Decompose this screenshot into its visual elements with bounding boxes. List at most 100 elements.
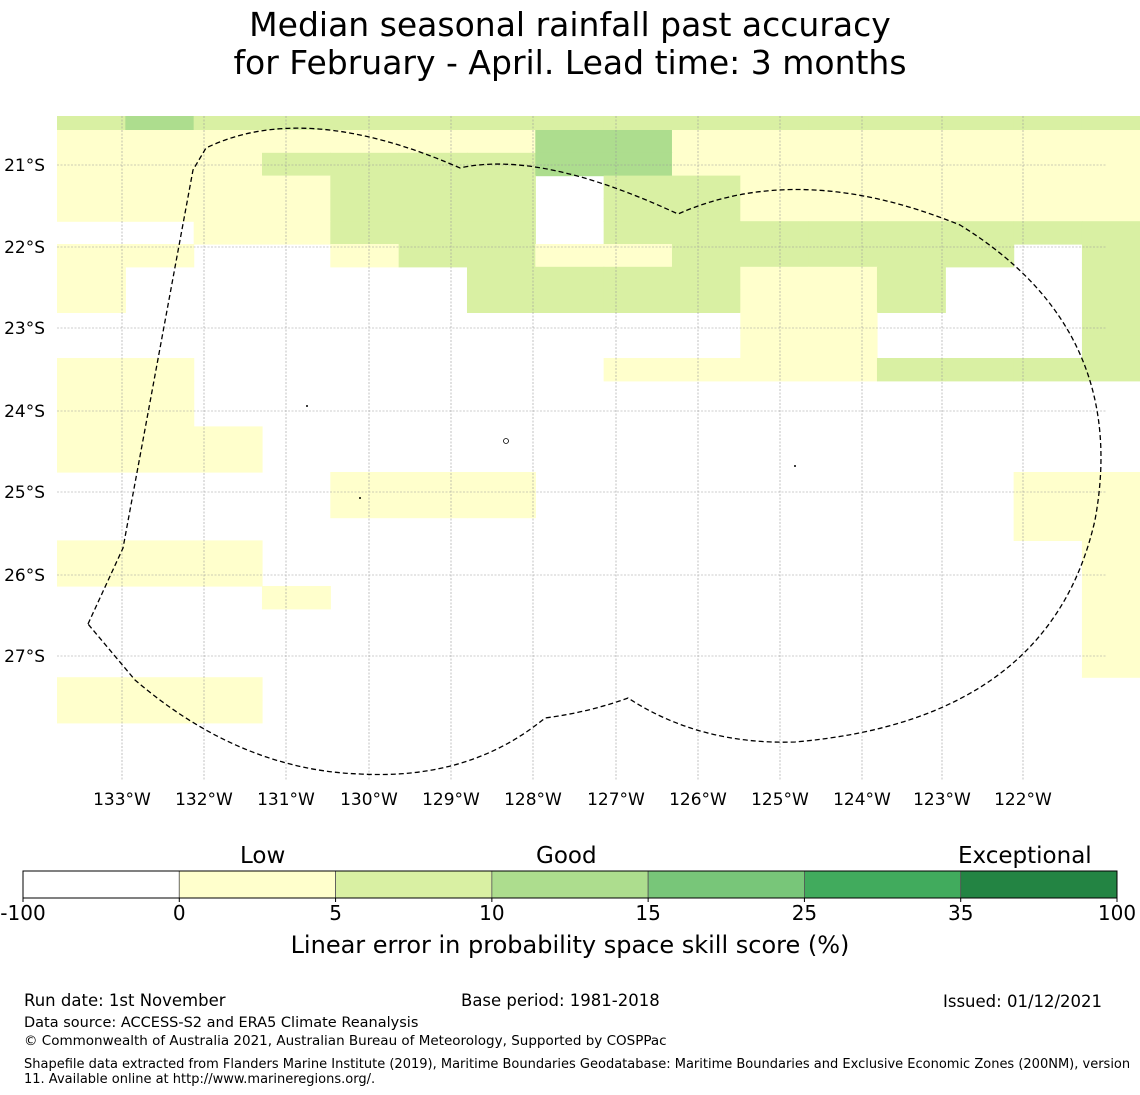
colorbar-bin	[22, 870, 180, 899]
skill-cell	[261, 116, 331, 131]
skill-cell	[1081, 130, 1140, 154]
skill-cell	[1081, 540, 1140, 564]
skill-cell	[466, 130, 536, 154]
skill-cell	[466, 198, 536, 222]
skill-cell	[671, 152, 741, 177]
skill-cell	[398, 175, 468, 199]
skill-cell	[876, 221, 946, 245]
skill-cell	[330, 244, 400, 268]
skill-cell	[535, 266, 605, 291]
skill-cell	[1081, 289, 1140, 313]
skill-cell	[808, 175, 878, 199]
skill-cell	[945, 130, 1015, 154]
skill-cell	[466, 266, 536, 291]
skill-cell	[740, 358, 810, 382]
data-source: Data source: ACCESS-S2 and ERA5 Climate …	[24, 1015, 419, 1031]
skill-cell	[945, 198, 1015, 222]
skill-cell	[57, 198, 126, 222]
skill-cell	[466, 244, 536, 268]
skill-cell	[1013, 221, 1083, 245]
skill-cell	[603, 358, 673, 382]
skill-cell	[1081, 654, 1140, 678]
skill-cell	[330, 221, 400, 245]
skill-cell	[1081, 175, 1140, 199]
skill-cell	[808, 130, 878, 154]
skill-cell	[671, 130, 741, 154]
skill-cell	[125, 244, 195, 268]
latitude-labels: 21°S 22°S 23°S 24°S 25°S 26°S 27°S	[4, 156, 45, 667]
skill-cell	[330, 130, 400, 154]
colorbar-bin	[178, 870, 336, 899]
skill-cell	[125, 116, 195, 131]
skill-cell	[57, 152, 126, 177]
skill-cell	[603, 175, 673, 199]
skill-cell	[1081, 472, 1140, 496]
colorbar-tick-label: 25	[792, 901, 817, 925]
skill-cell	[1081, 494, 1140, 519]
skill-cell	[261, 198, 331, 222]
colorbar-label-exceptional: Exceptional	[958, 843, 1092, 869]
colorbar-label-low: Low	[240, 843, 286, 869]
skill-cell	[125, 152, 195, 177]
skill-cell	[466, 472, 536, 496]
colorbar-label-good: Good	[536, 843, 597, 869]
longitude-labels: 133°W 132°W 131°W 130°W 129°W 128°W 127°W 126°W…	[93, 790, 1052, 810]
skill-cell	[125, 380, 195, 405]
skill-cell	[603, 221, 673, 245]
skill-cell	[1081, 608, 1140, 633]
longitude-label: 125°W	[751, 790, 809, 810]
skill-cell	[261, 175, 331, 199]
colorbar-bin	[647, 870, 805, 899]
longitude-label: 130°W	[340, 790, 398, 810]
skill-cell	[876, 116, 946, 131]
skill-cell	[1013, 494, 1083, 519]
skill-cell	[1081, 244, 1140, 268]
skill-cell	[808, 335, 878, 359]
latitude-label: 27°S	[4, 647, 45, 667]
skill-cell	[330, 175, 400, 199]
skill-cell	[876, 198, 946, 222]
skill-cell	[808, 358, 878, 382]
colorbar-bin	[804, 870, 962, 899]
colorbar-frame	[22, 870, 1118, 899]
skill-cell	[330, 152, 400, 177]
skill-cell	[57, 130, 126, 154]
skill-cell	[1081, 358, 1140, 382]
skill-cell	[603, 266, 673, 291]
latitude-label: 25°S	[4, 483, 45, 503]
skill-cell	[398, 152, 468, 177]
skill-cell	[466, 221, 536, 245]
skill-cell	[57, 403, 126, 427]
skill-cell	[808, 198, 878, 222]
island-marker	[359, 497, 361, 499]
skill-cell	[398, 472, 468, 496]
colorbar-bin	[335, 870, 493, 899]
skill-cell	[57, 700, 126, 724]
skill-cell	[1013, 152, 1083, 177]
skill-cell	[1081, 586, 1140, 610]
eez-boundary	[87, 127, 1102, 776]
skill-cell	[876, 130, 946, 154]
skill-cell	[398, 198, 468, 222]
skill-cell	[125, 449, 195, 473]
colorbar-title: Linear error in probability space skill …	[290, 931, 850, 959]
skill-cell	[740, 130, 810, 154]
skill-cell	[740, 289, 810, 313]
skill-cell	[603, 130, 673, 154]
skill-cell	[57, 358, 126, 382]
skill-cell	[1013, 175, 1083, 199]
longitude-label: 123°W	[913, 790, 971, 810]
title-line-1: Median seasonal rainfall past accuracy	[249, 5, 891, 44]
skill-cell	[876, 244, 946, 268]
run-date: Run date: 1st November	[24, 991, 226, 1010]
skill-cell	[193, 130, 263, 154]
skill-cell	[740, 244, 810, 268]
latitude-label: 24°S	[4, 402, 45, 422]
skill-cell	[535, 116, 605, 131]
skill-cell	[57, 116, 126, 131]
skill-cell	[193, 198, 263, 222]
skill-cell	[398, 221, 468, 245]
skill-cell	[125, 130, 195, 154]
skill-cell	[125, 198, 195, 222]
skill-cell	[193, 700, 263, 724]
